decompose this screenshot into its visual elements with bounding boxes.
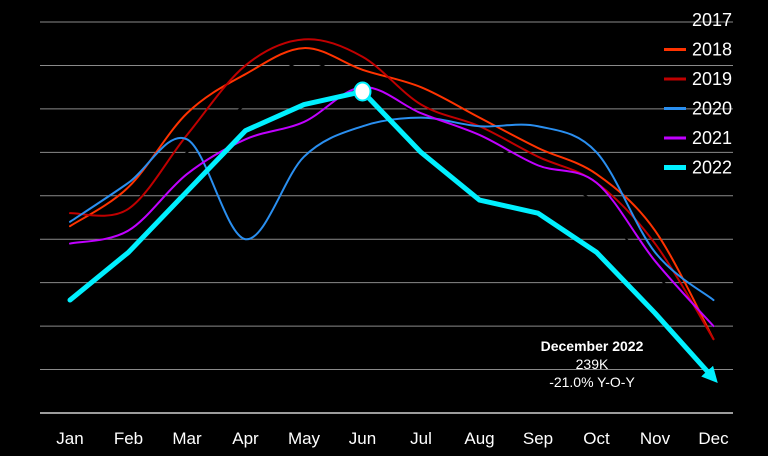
x-tick-label: Oct (583, 429, 610, 448)
x-tick-label: Jun (349, 429, 376, 448)
december-annotation: December 2022 239K -21.0% Y-O-Y (541, 338, 644, 390)
legend-label-2022: 2022 (692, 158, 732, 178)
series-lines (67, 38, 718, 384)
series-line-2021 (69, 86, 715, 328)
x-tick-label: May (288, 429, 321, 448)
series-line-2020 (69, 116, 715, 302)
series-line-2017 (69, 60, 715, 328)
x-tick-label: Jul (410, 429, 432, 448)
x-tick-label: Sep (523, 429, 553, 448)
x-tick-label: Nov (640, 429, 671, 448)
annotation-value: 239K (576, 356, 609, 372)
x-tick-label: Mar (172, 429, 202, 448)
annotation-title: December 2022 (541, 338, 644, 354)
legend-label-2018: 2018 (692, 40, 732, 60)
peak-marker (353, 81, 372, 102)
series-line-2022 (67, 89, 718, 384)
legend-label-2019: 2019 (692, 69, 732, 89)
x-tick-label: Aug (464, 429, 494, 448)
x-tick-label: Apr (232, 429, 259, 448)
annotation-change: -21.0% Y-O-Y (549, 374, 635, 390)
legend-label-2020: 2020 (692, 99, 732, 119)
x-tick-label: Feb (114, 429, 143, 448)
x-tick-label: Jan (56, 429, 83, 448)
x-axis-ticks: Jan Feb Mar Apr May Jun Jul Aug Sep Oct Nov Dec (56, 429, 729, 448)
markers (353, 81, 372, 102)
x-tick-label: Dec (698, 429, 729, 448)
legend-label-2017: 2017 (692, 10, 732, 30)
legend: 2017 2018 2019 2020 2021 2022 (664, 10, 732, 178)
legend-label-2021: 2021 (692, 128, 732, 148)
